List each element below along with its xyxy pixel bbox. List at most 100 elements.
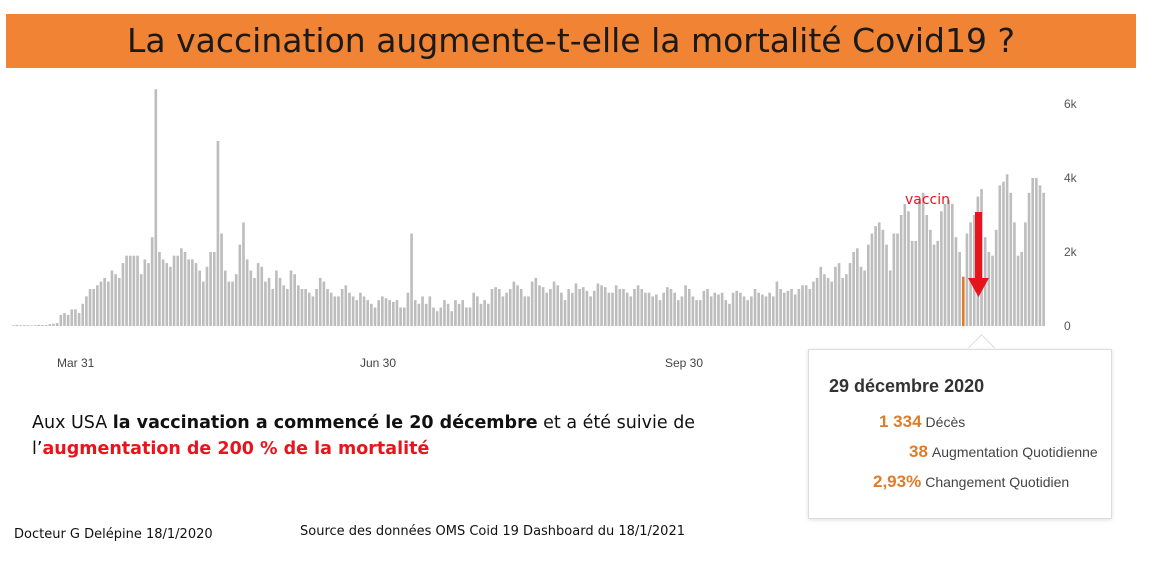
bar	[26, 325, 30, 326]
bar	[728, 303, 731, 326]
bar	[589, 296, 592, 326]
bar	[673, 292, 676, 326]
bar	[402, 307, 406, 326]
bar	[77, 313, 81, 326]
bar	[315, 289, 318, 326]
bar	[1016, 255, 1020, 326]
bar	[691, 296, 695, 326]
bar	[1035, 178, 1038, 326]
bar	[486, 303, 490, 326]
bar	[1009, 192, 1013, 326]
bar	[41, 325, 44, 326]
bar	[432, 307, 435, 326]
bar	[797, 289, 801, 326]
bar	[585, 290, 589, 326]
bar	[863, 270, 866, 326]
bar	[600, 285, 603, 326]
bar	[549, 289, 552, 326]
bar	[746, 300, 750, 326]
bar	[377, 300, 380, 326]
bar	[322, 281, 326, 326]
bar	[545, 292, 549, 326]
bar	[128, 255, 132, 326]
bar	[709, 296, 713, 326]
bar	[552, 281, 556, 326]
bar	[494, 287, 497, 326]
bar	[63, 313, 66, 326]
bar	[618, 289, 622, 326]
bar	[724, 300, 728, 326]
bar	[169, 266, 172, 326]
bar	[903, 203, 907, 326]
bar	[859, 266, 863, 326]
bar	[874, 226, 877, 326]
bar	[191, 259, 194, 326]
bar	[457, 303, 461, 326]
bar	[395, 300, 399, 326]
bar	[110, 270, 114, 326]
bar	[581, 287, 585, 326]
bar	[1031, 178, 1035, 326]
bar	[271, 289, 275, 326]
bar	[391, 301, 395, 326]
bar	[359, 292, 362, 326]
bar	[326, 289, 329, 326]
bar	[1027, 192, 1031, 326]
bar	[201, 281, 205, 326]
x-tick-label: Jun 30	[360, 356, 396, 370]
bar	[921, 192, 925, 326]
bar	[848, 263, 852, 326]
bar	[786, 290, 790, 326]
bar	[348, 292, 351, 326]
bar	[249, 270, 253, 326]
bar	[899, 215, 903, 326]
bar	[1013, 222, 1016, 326]
bar	[282, 285, 285, 326]
bar	[234, 274, 238, 326]
bar	[136, 255, 139, 326]
bar	[220, 233, 223, 326]
bar	[413, 300, 417, 326]
bar	[625, 292, 629, 326]
bar	[256, 263, 260, 326]
bar	[991, 255, 994, 326]
highlighted-bar[interactable]	[961, 276, 965, 326]
note-part-1: Aux USA	[32, 413, 113, 433]
bar	[717, 294, 720, 326]
bar	[289, 270, 293, 326]
bar	[209, 252, 212, 326]
bar	[885, 244, 888, 326]
bar	[125, 255, 128, 326]
bar	[910, 240, 914, 326]
footer-source: Source des données OMS Coid 19 Dashboard…	[300, 524, 685, 539]
bar	[578, 289, 581, 326]
bar	[1020, 252, 1024, 326]
bar	[877, 222, 881, 326]
tooltip-increase-label: Augmentation Quotidienne	[931, 444, 1098, 460]
bar	[114, 274, 117, 326]
bar	[782, 292, 786, 326]
bar	[300, 289, 304, 326]
bar	[1005, 174, 1009, 326]
bar	[567, 289, 570, 326]
bar	[837, 263, 841, 326]
x-tick-label: Mar 31	[57, 356, 95, 370]
tooltip-row-increase: 38 Augmentation Quotidienne	[909, 442, 1098, 462]
bar	[107, 281, 110, 326]
bar	[337, 296, 340, 326]
bar	[958, 252, 961, 326]
bar	[1038, 185, 1042, 326]
bar	[329, 292, 333, 326]
bar	[399, 307, 402, 326]
bar	[286, 289, 289, 326]
bar	[267, 277, 271, 326]
bar	[676, 300, 680, 326]
bar	[658, 300, 662, 326]
y-tick-label: 2k	[1064, 245, 1078, 259]
bar	[490, 289, 494, 326]
bar	[987, 252, 991, 326]
bar	[81, 303, 85, 326]
bar	[870, 233, 874, 326]
bar	[834, 266, 837, 326]
bar	[666, 287, 669, 326]
